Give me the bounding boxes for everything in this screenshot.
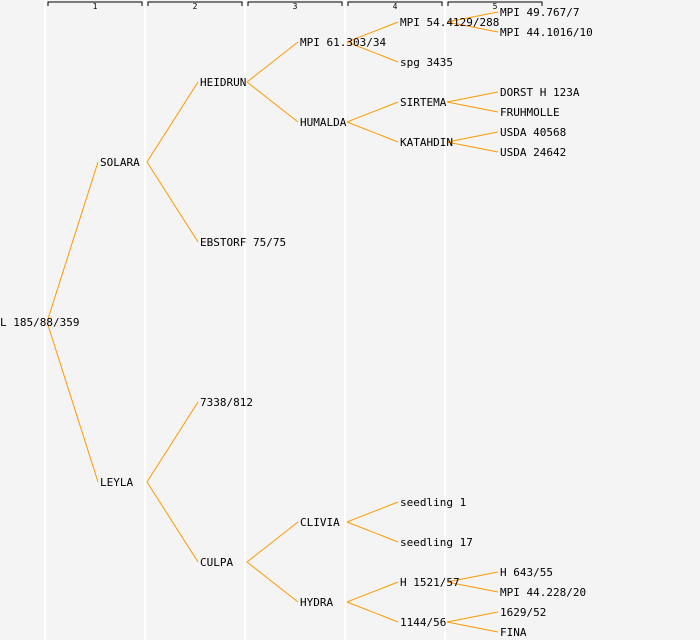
ancestor-ebstorf-75-75[interactable]: EBSTORF 75/75 <box>200 236 286 249</box>
edge-humalda-to-sirtema <box>346 101 399 123</box>
ancestor-1144-56[interactable]: 1144/56 <box>400 616 446 629</box>
ancestor-sirtema[interactable]: SIRTEMA <box>400 96 447 109</box>
ancestor-dorst-h-123a[interactable]: DORST H 123A <box>500 86 580 99</box>
generation-number: 3 <box>293 2 298 11</box>
ancestor-mpi-61-303-34[interactable]: MPI 61.303/34 <box>300 36 386 49</box>
generation-bracket <box>47 1 143 6</box>
edge-hydra-to-h-1521-57 <box>346 581 399 603</box>
edge-katahdin-to-usda-40568 <box>446 131 499 143</box>
ancestor-fina[interactable]: FINA <box>500 626 527 639</box>
ancestor-mpi-44-228-20[interactable]: MPI 44.228/20 <box>500 586 586 599</box>
ancestor-h-643-55[interactable]: H 643/55 <box>500 566 553 579</box>
edge-clivia-to-seedling-1 <box>346 501 399 523</box>
generation-bracket <box>447 1 543 6</box>
ancestor-mpi-49-767-7[interactable]: MPI 49.767/7 <box>500 6 579 19</box>
edge-solara-to-heidrun <box>146 81 199 163</box>
generation-bracket <box>347 1 443 6</box>
edge-1144-56-to-fina <box>446 621 499 633</box>
edge-mpi-54-4129-288-to-mpi-44-1016-10 <box>446 21 499 33</box>
ancestor-fruhmolle[interactable]: FRUHMOLLE <box>500 106 560 119</box>
ancestor-katahdin[interactable]: KATAHDIN <box>400 136 453 149</box>
edge-sirtema-to-dorst-h-123a <box>446 91 499 103</box>
ancestor-usda-24642[interactable]: USDA 24642 <box>500 146 566 159</box>
edge-mpi-61-303-34-to-mpi-54-4129-288 <box>346 21 399 43</box>
edge-mpi-54-4129-288-to-mpi-49-767-7 <box>446 11 499 23</box>
edge-culpa-to-hydra <box>246 561 299 603</box>
ancestor-heidrun[interactable]: HEIDRUN <box>200 76 246 89</box>
generation-number: 5 <box>493 2 498 11</box>
column-separators <box>44 0 446 640</box>
ancestor-seedling-17[interactable]: seedling 17 <box>400 536 473 549</box>
ancestor-mpi-54-4129-288[interactable]: MPI 54.4129/288 <box>400 16 499 29</box>
edge-katahdin-to-usda-24642 <box>446 141 499 153</box>
ancestor-h-1521-57[interactable]: H 1521/57 <box>400 576 460 589</box>
pedigree-edges <box>46 11 499 633</box>
generation-bracket <box>247 1 343 6</box>
edge-sirtema-to-fruhmolle <box>446 101 499 113</box>
ancestor-1629-52[interactable]: 1629/52 <box>500 606 546 619</box>
edge-mpi-61-303-34-to-spg-3435 <box>346 41 399 63</box>
edge-humalda-to-katahdin <box>346 121 399 143</box>
edge-solara-to-ebstorf-75-75 <box>146 161 199 243</box>
edge-hydra-to-1144-56 <box>346 601 399 623</box>
ancestor-clivia[interactable]: CLIVIA <box>300 516 340 529</box>
generation-number: 2 <box>193 2 198 11</box>
ancestor-seedling-1[interactable]: seedling 1 <box>400 496 466 509</box>
generation-number: 1 <box>93 2 98 11</box>
ancestor-usda-40568[interactable]: USDA 40568 <box>500 126 566 139</box>
edge-culpa-to-clivia <box>246 521 299 563</box>
generation-bracket <box>147 1 243 6</box>
ancestor-solara[interactable]: SOLARA <box>100 156 140 169</box>
generation-number: 4 <box>393 2 398 11</box>
edge-leyla-to-7338-812 <box>146 401 199 483</box>
ancestor-leyla[interactable]: LEYLA <box>100 476 133 489</box>
edge-clivia-to-seedling-17 <box>346 521 399 543</box>
ancestor-hydra[interactable]: HYDRA <box>300 596 333 609</box>
ancestor-l-185-88-359[interactable]: L 185/88/359 <box>0 316 79 329</box>
edge-heidrun-to-mpi-61-303-34 <box>246 41 299 83</box>
edge-l-185-88-359-to-solara <box>46 161 99 323</box>
generation-header-bar: 1 2 3 4 5 <box>47 1 543 11</box>
edge-l-185-88-359-to-leyla <box>46 321 99 483</box>
ancestor-culpa[interactable]: CULPA <box>200 556 233 569</box>
ancestor-mpi-44-1016-10[interactable]: MPI 44.1016/10 <box>500 26 593 39</box>
edge-leyla-to-culpa <box>146 481 199 563</box>
edge-h-1521-57-to-mpi-44-228-20 <box>446 581 499 593</box>
ancestor-spg-3435[interactable]: spg 3435 <box>400 56 453 69</box>
ancestor-humalda[interactable]: HUMALDA <box>300 116 347 129</box>
edge-heidrun-to-humalda <box>246 81 299 123</box>
edge-h-1521-57-to-h-643-55 <box>446 571 499 583</box>
edge-1144-56-to-1629-52 <box>446 611 499 623</box>
ancestor-7338-812[interactable]: 7338/812 <box>200 396 253 409</box>
